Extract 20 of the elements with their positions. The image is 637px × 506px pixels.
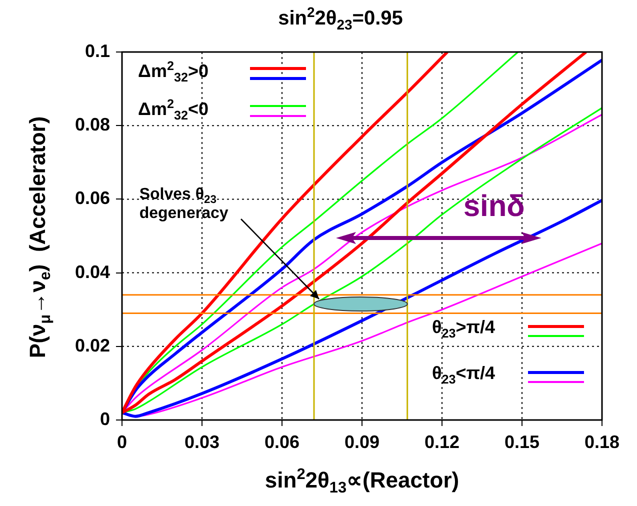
annotation: Δm$^{2}$$_{32}$<0	[138, 97, 209, 123]
y-tick-label: 0	[100, 408, 110, 429]
x-tick-label: 0	[116, 432, 128, 452]
x-axis-title: sin$^{2}$2θ$_{13}$∝(Reactor)	[264, 466, 460, 498]
x-tick-label: 0.09	[344, 432, 380, 452]
y-tick-label: 0.06	[74, 188, 110, 208]
x-tick-label: 0.06	[264, 432, 300, 452]
x-tick-label: 0.18	[584, 432, 620, 452]
annotation: θ$_{23}$>π/4	[432, 317, 496, 341]
x-tick-label: 0.12	[424, 432, 460, 452]
y-tick-label: 0.08	[74, 114, 110, 135]
annotation: θ$_{23}$<π/4	[432, 363, 496, 387]
x-tick-label: 0.15	[504, 432, 540, 452]
chart-title: sin$^{2}$2θ$_{23}$=0.95	[277, 4, 404, 33]
y-tick-label: 0.04	[74, 262, 110, 282]
x-tick-label: 0.03	[184, 432, 220, 452]
annotation: sinδ	[463, 190, 525, 224]
y-tick-label: 0.02	[74, 335, 110, 356]
y-tick-label: 0.1	[84, 40, 110, 61]
annotation: Δm$^{2}$$_{32}$>0	[138, 59, 209, 85]
